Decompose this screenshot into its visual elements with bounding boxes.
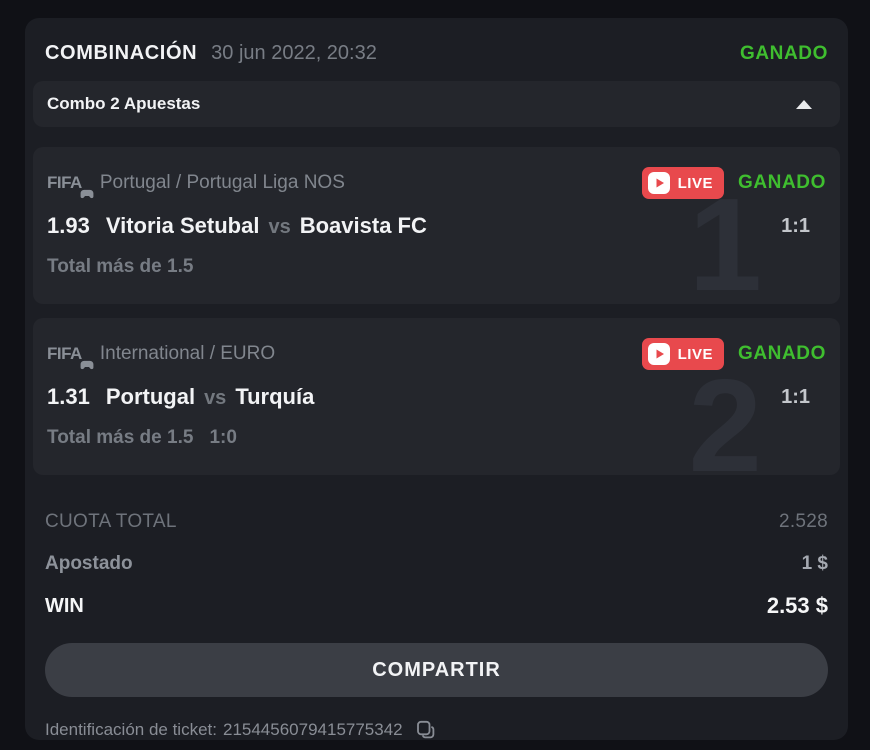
live-badge: LIVE [641, 167, 724, 199]
combo-collapse-bar[interactable]: Combo 2 Apuestas [33, 81, 840, 127]
ticket-status-badge: GANADO [739, 43, 828, 64]
stake-value: 1 $ [801, 553, 828, 574]
bet-league-row: FIFA Portugal / Portugal Liga NOS LIVE [47, 147, 826, 199]
away-team: Boavista FC [299, 213, 427, 238]
bet-odds: 1.93 [47, 213, 90, 238]
bet-status-badge: GANADO [737, 172, 826, 193]
bet-match-row: 1.31 Portugal vs Turquía 1:1 [47, 384, 826, 410]
home-team: Vitoria Setubal [105, 213, 260, 238]
vs-separator: vs [268, 216, 291, 238]
vs-separator: vs [204, 387, 227, 409]
live-label: LIVE [677, 174, 713, 192]
stake-row: Apostado 1 $ [45, 543, 828, 585]
chevron-up-icon [796, 99, 812, 109]
ticket-id-value: 2154456079415775342 [222, 719, 403, 739]
combo-label: Combo 2 Apuestas [47, 94, 201, 113]
match-teams: Vitoria Setubal vs Boavista FC [106, 213, 427, 239]
bet-index-watermark: 1 [688, 171, 762, 305]
live-label: LIVE [677, 345, 713, 363]
match-teams: Portugal vs Turquía [106, 384, 315, 410]
stake-label: Apostado [45, 553, 133, 574]
bet-odds: 1.31 [47, 384, 90, 409]
live-badge: LIVE [641, 338, 724, 370]
market-score: 1:0 [209, 427, 237, 448]
total-odds-label: CUOTA TOTAL [45, 511, 177, 532]
ticket-type-title: COMBINACIÓN [45, 42, 198, 64]
ticket-id-row: Identificación de ticket: 21544560794157… [25, 697, 848, 740]
win-row: WIN 2.53 $ [45, 585, 828, 627]
bet-status-badge: GANADO [737, 343, 826, 364]
match-score: 1:1 [781, 214, 810, 237]
play-icon [647, 172, 670, 194]
copy-icon[interactable] [415, 719, 436, 740]
bet-league-row: FIFA International / EURO LIVE GANADO [47, 318, 826, 370]
league-name: International / EURO [99, 343, 276, 364]
win-label: WIN [45, 594, 84, 617]
gamepad-icon [80, 189, 94, 199]
bet-list: 1 FIFA Portugal / Portugal Liga NOS [25, 147, 848, 475]
ticket-id-label: Identificación de ticket: [45, 719, 217, 739]
gamepad-icon [80, 360, 94, 370]
fifa-esports-icon: FIFA [47, 344, 94, 370]
match-score: 1:1 [781, 385, 810, 408]
win-value: 2.53 $ [766, 593, 828, 618]
ticket-header: COMBINACIÓN 30 jun 2022, 20:32 GANADO [25, 18, 848, 81]
bet-market-row: Total más de 1.5 [47, 256, 826, 278]
home-team: Portugal [105, 384, 196, 409]
play-icon [647, 343, 670, 365]
bet-market-row: Total más de 1.5 1:0 [47, 427, 826, 449]
market-name: Total más de 1.5 [47, 256, 194, 277]
bet-match-row: 1.93 Vitoria Setubal vs Boavista FC 1:1 [47, 213, 826, 239]
total-odds-row: CUOTA TOTAL 2.528 [45, 501, 828, 543]
bet-index-watermark: 2 [688, 352, 762, 476]
ticket-datetime: 30 jun 2022, 20:32 [211, 42, 377, 64]
total-odds-value: 2.528 [778, 511, 828, 532]
bet-card-2: 2 FIFA International / EURO LIVE [33, 318, 840, 475]
bet-badges: LIVE GANADO [641, 167, 826, 199]
ticket-summary: CUOTA TOTAL 2.528 Apostado 1 $ WIN 2.53 … [25, 489, 848, 627]
market-name: Total más de 1.5 [47, 427, 194, 448]
bet-card-1: 1 FIFA Portugal / Portugal Liga NOS [33, 147, 840, 304]
provider-label: FIFA [47, 173, 82, 192]
away-team: Turquía [235, 384, 315, 409]
provider-label: FIFA [47, 344, 82, 363]
bet-ticket-panel: COMBINACIÓN 30 jun 2022, 20:32 GANADO Co… [25, 18, 848, 740]
bet-badges: LIVE GANADO [641, 338, 826, 370]
share-button[interactable]: COMPARTIR [45, 643, 828, 697]
fifa-esports-icon: FIFA [47, 173, 94, 199]
league-name: Portugal / Portugal Liga NOS [99, 172, 345, 193]
